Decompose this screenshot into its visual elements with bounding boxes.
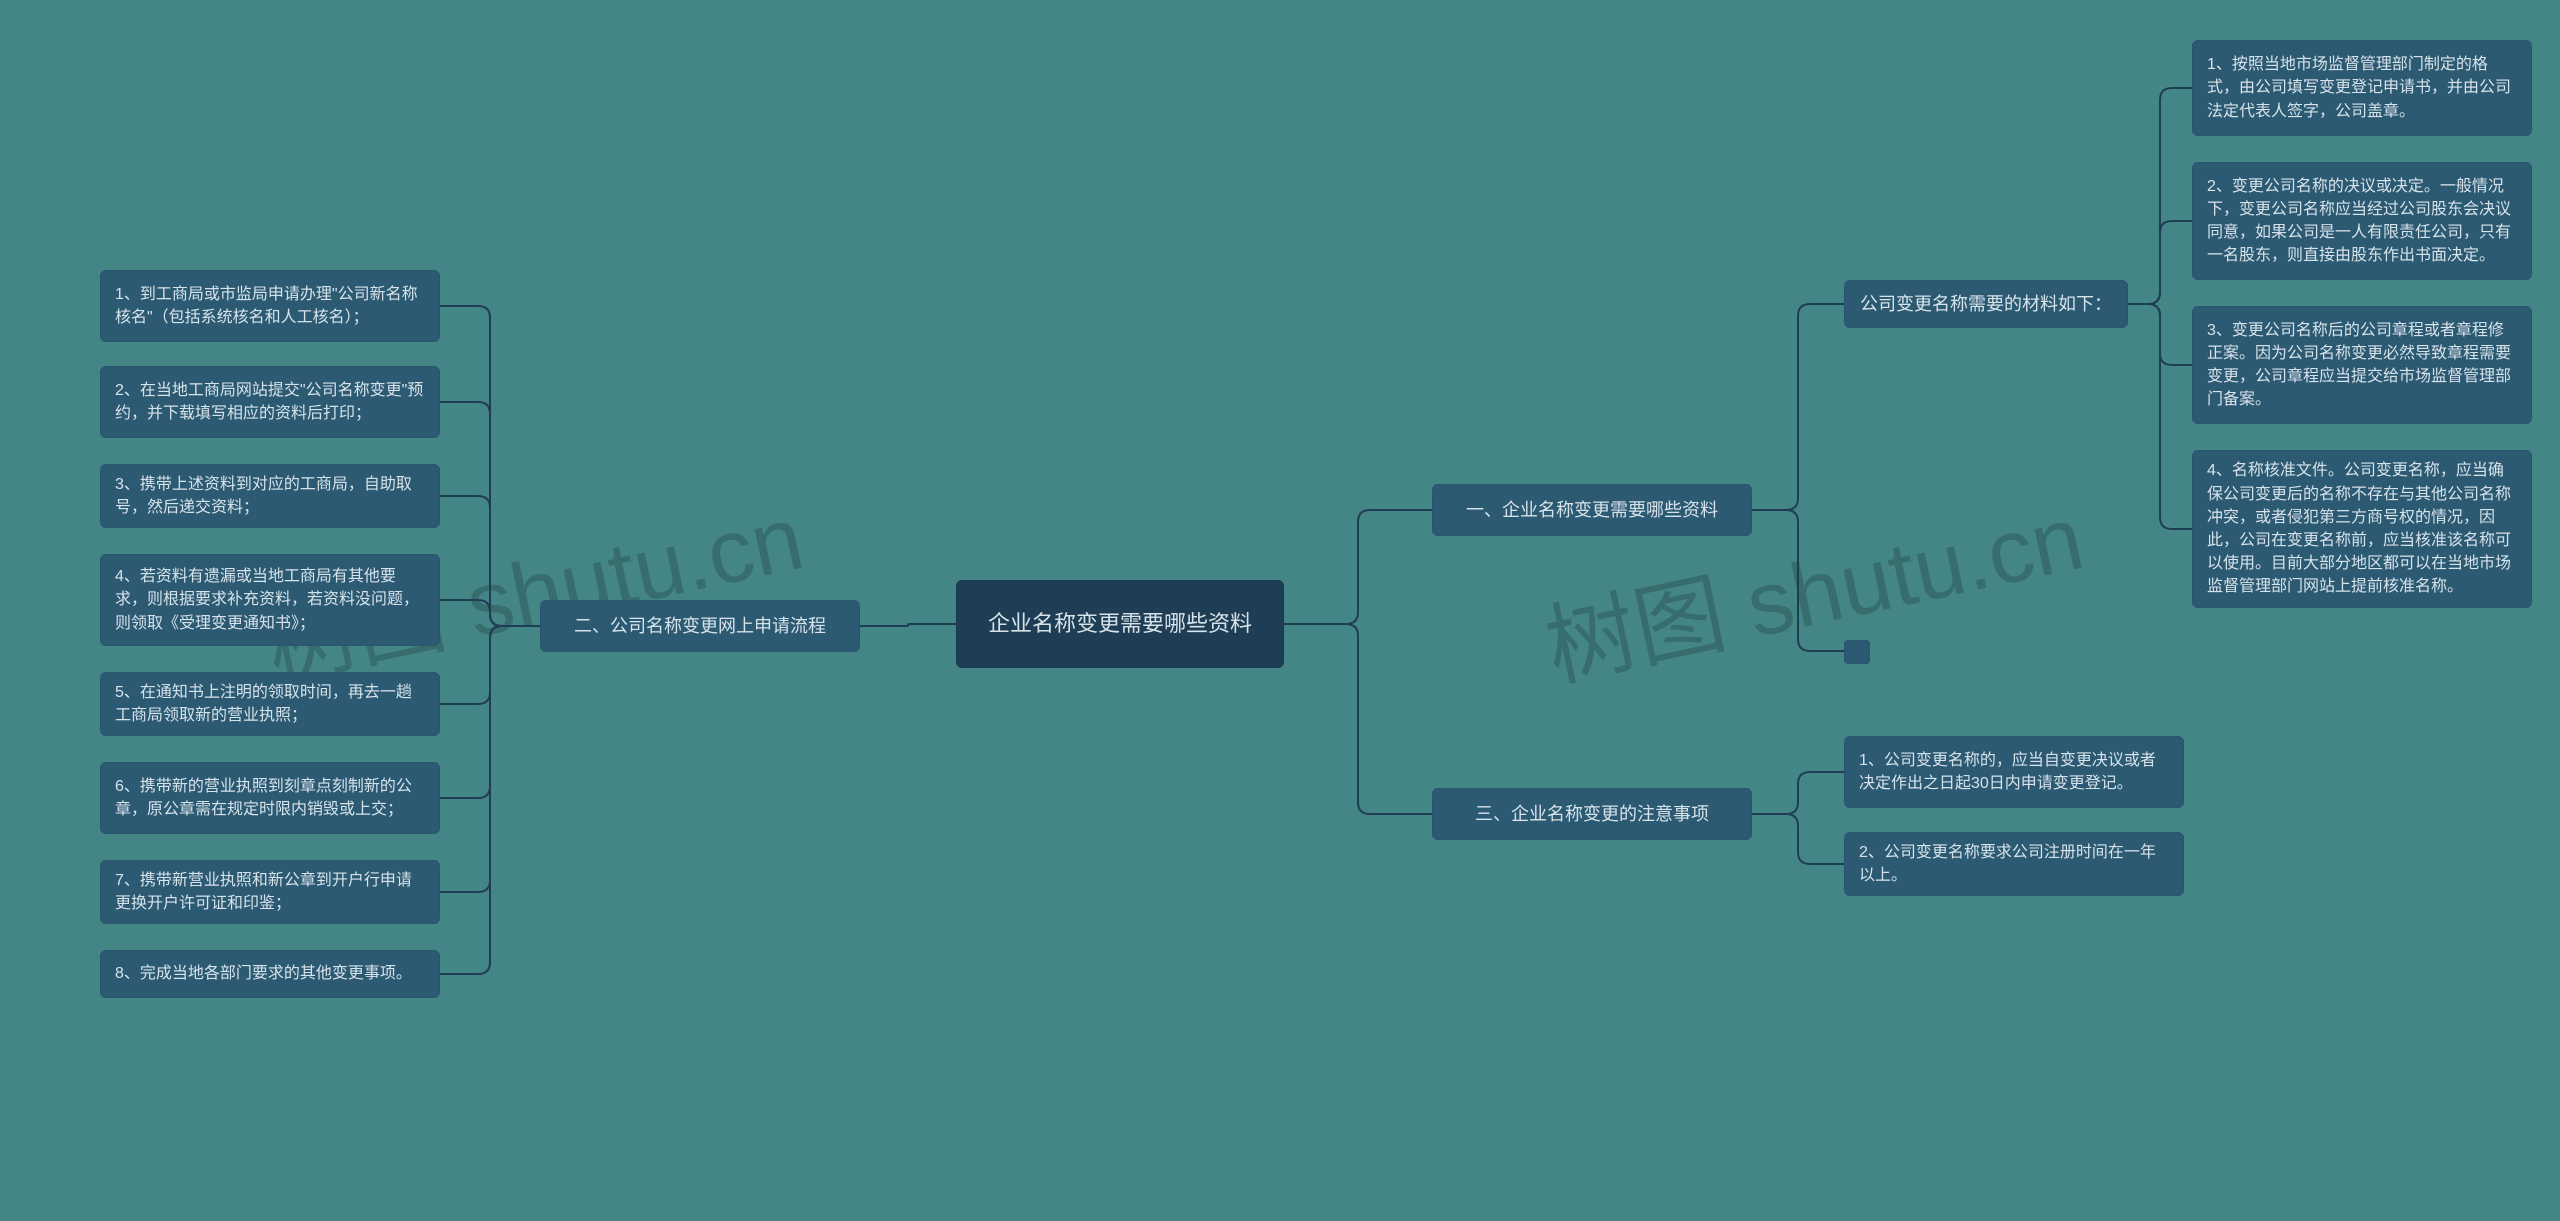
leaf-r1a3: 3、变更公司名称后的公司章程或者章程修正案。因为公司名称变更必然导致章程需要变更…: [2192, 306, 2532, 424]
branch-r1b-stub: [1844, 640, 1870, 664]
leaf-r3b: 2、公司变更名称要求公司注册时间在一年以上。: [1844, 832, 2184, 896]
leaf-r1a1: 1、按照当地市场监督管理部门制定的格式，由公司填写变更登记申请书，并由公司法定代…: [2192, 40, 2532, 136]
branch-r1: 一、企业名称变更需要哪些资料: [1432, 484, 1752, 536]
leaf-l2e: 5、在通知书上注明的领取时间，再去一趟工商局领取新的营业执照；: [100, 672, 440, 736]
leaf-r1a2: 2、变更公司名称的决议或决定。一般情况下，变更公司名称应当经过公司股东会决议同意…: [2192, 162, 2532, 280]
leaf-l2f: 6、携带新的营业执照到刻章点刻制新的公章，原公章需在规定时限内销毁或上交；: [100, 762, 440, 834]
branch-r3: 三、企业名称变更的注意事项: [1432, 788, 1752, 840]
leaf-l2a: 1、到工商局或市监局申请办理"公司新名称核名"（包括系统核名和人工核名）；: [100, 270, 440, 342]
leaf-l2g: 7、携带新营业执照和新公章到开户行申请更换开户许可证和印鉴；: [100, 860, 440, 924]
leaf-r1a4: 4、名称核准文件。公司变更名称，应当确保公司变更后的名称不存在与其他公司名称冲突…: [2192, 450, 2532, 608]
leaf-l2h: 8、完成当地各部门要求的其他变更事项。: [100, 950, 440, 998]
leaf-l2b: 2、在当地工商局网站提交"公司名称变更"预约，并下载填写相应的资料后打印；: [100, 366, 440, 438]
leaf-l2c: 3、携带上述资料到对应的工商局，自助取号，然后递交资料；: [100, 464, 440, 528]
leaf-r3a: 1、公司变更名称的，应当自变更决议或者决定作出之日起30日内申请变更登记。: [1844, 736, 2184, 808]
branch-r1a: 公司变更名称需要的材料如下：: [1844, 280, 2128, 328]
leaf-l2d: 4、若资料有遗漏或当地工商局有其他要求，则根据要求补充资料，若资料没问题，则领取…: [100, 554, 440, 646]
root-node: 企业名称变更需要哪些资料: [956, 580, 1284, 668]
branch-l2: 二、公司名称变更网上申请流程: [540, 600, 860, 652]
